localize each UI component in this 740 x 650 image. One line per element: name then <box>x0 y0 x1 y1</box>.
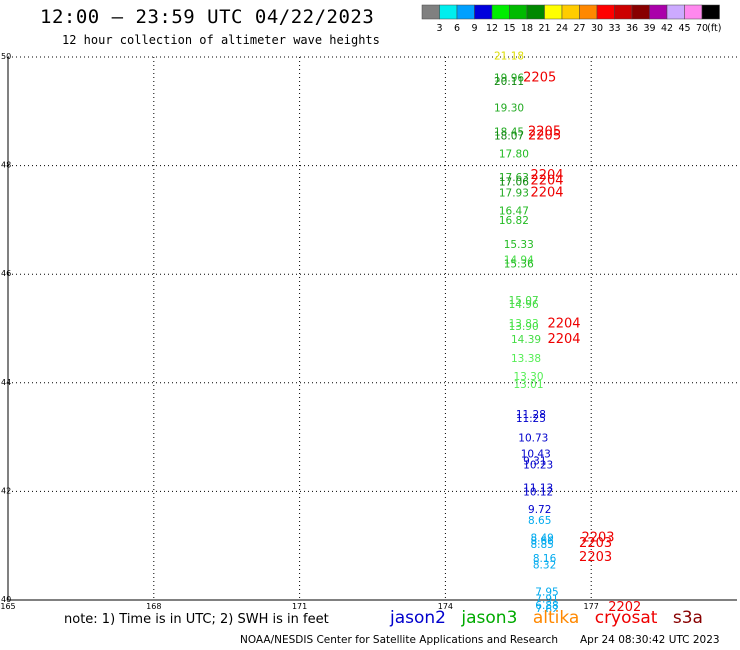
colorbar-tick-6: 6 <box>454 23 460 34</box>
pass-time-label-2203-8: 2203 <box>581 530 614 545</box>
color-scale-legend: 3 6 9 12 15 18 21 24 27 30 33 36 39 42 45 70 (ft) <box>421 4 722 34</box>
colorbar-tick-24: 24 <box>556 23 568 34</box>
satellite-s3a: s3a <box>672 608 703 628</box>
y-tick-label-50: 50 <box>1 52 11 61</box>
colorbar-tick-42: 42 <box>661 23 673 34</box>
colorbar-tick-70: 70 <box>696 23 708 34</box>
wave-height-label-13-01-22: 13.01 <box>513 379 543 391</box>
wave-height-label-13-38-20: 13.38 <box>511 353 541 365</box>
wave-height-label-17-93-9: 17.93 <box>499 188 529 200</box>
pass-time-label-2203-10: 2203 <box>579 550 612 565</box>
wave-height-label-14-39-19: 14.39 <box>511 334 541 346</box>
wave-height-label-17-06-8: 17.06 <box>499 177 529 189</box>
colorbar-tick-33: 33 <box>608 23 620 34</box>
pass-time-label-2204-3: 2204 <box>530 168 563 183</box>
wave-height-label-6-88-40: 6.88 <box>535 600 558 612</box>
colorbar-tick-27: 27 <box>573 23 585 34</box>
pass-time-label-2203-9: 2203 <box>579 536 612 551</box>
colorbar-tick-15: 15 <box>503 23 515 34</box>
colorbar-tick-45: 45 <box>678 23 690 34</box>
colorbar-swatch-max <box>701 4 720 20</box>
pass-time-label-2202-11: 2202 <box>608 600 641 612</box>
wave-height-label-11-28-23: 11.28 <box>516 409 546 421</box>
x-tick-label-177: 177 <box>584 602 599 611</box>
satellite-jason3: jason3 <box>461 608 518 628</box>
colorbar-tick-21: 21 <box>538 23 550 34</box>
wave-height-label-7-95-38: 7.95 <box>535 587 558 599</box>
wave-height-label-16-47-10: 16.47 <box>499 205 529 217</box>
wave-height-label-13-90-18: 13.90 <box>509 321 539 333</box>
wave-height-label-7-62-41: 7.62 <box>535 604 558 612</box>
wave-height-label-18-45-4: 18.45 <box>494 127 524 139</box>
wave-height-label-7-91-39: 7.91 <box>535 594 558 606</box>
wave-height-label-9-72-31: 9.72 <box>528 504 551 516</box>
credit-line: NOAA/NESDIS Center for Satellite Applica… <box>240 634 558 646</box>
colorbar-tick-18: 18 <box>521 23 533 34</box>
wave-height-label-8-49-33: 8.49 <box>530 532 553 544</box>
colorbar-unit: (ft) <box>707 23 721 34</box>
wave-height-label-15-33-12: 15.33 <box>504 239 534 251</box>
wave-height-label-10-12-30: 10.12 <box>523 487 553 499</box>
wave-height-label-16-82-11: 16.82 <box>499 215 529 227</box>
wave-height-label-20-11-2: 20.11 <box>494 76 524 88</box>
wave-height-label-10-43-26: 10.43 <box>521 449 551 461</box>
y-tick-label-40: 40 <box>1 595 11 604</box>
wave-height-label-15-07-15: 15.07 <box>509 295 539 307</box>
colorbar-tick-36: 36 <box>626 23 638 34</box>
colorbar-tick-9: 9 <box>471 23 477 34</box>
wave-height-label-13-30-21: 13.30 <box>513 371 543 383</box>
wave-height-label-8-32-37: 8.32 <box>533 560 556 572</box>
satellite-cryosat: cryosat <box>594 608 658 628</box>
x-tick-label-168: 168 <box>146 602 161 611</box>
generation-timestamp: Apr 24 08:30:42 UTC 2023 <box>580 634 720 646</box>
wave-height-label-17-80-6: 17.80 <box>499 148 529 160</box>
chart-subtitle: 12 hour collection of altimeter wave hei… <box>62 33 380 47</box>
pass-time-label-2204-4: 2204 <box>530 174 563 189</box>
wave-height-label-13-83-17: 13.83 <box>509 318 539 330</box>
y-tick-label-46: 46 <box>1 269 11 278</box>
pass-time-label-2205-1: 2205 <box>528 125 561 140</box>
x-tick-label-174: 174 <box>438 602 453 611</box>
colorbar-tick-12: 12 <box>486 23 498 34</box>
wave-height-label-15-36-14: 15.36 <box>504 259 534 271</box>
satellite-altika: altika <box>532 608 580 628</box>
wave-height-plot: 40 42 44 46 48 50 165 168 171 174 177 21.18 19.9620.… <box>0 51 737 612</box>
pass-time-label-2205-2: 2205 <box>528 129 561 144</box>
footer-note: note: 1) Time is in UTC; 2) SWH is in fe… <box>64 612 329 627</box>
wave-height-label-11-25-24: 11.25 <box>516 413 546 425</box>
wave-height-label-14-94-13: 14.94 <box>504 254 534 266</box>
wave-height-label-14-96-16: 14.96 <box>509 299 539 311</box>
x-tick-label-165: 165 <box>0 602 15 611</box>
chart-title: 12:00 — 23:59 UTC 04/22/2023 <box>40 6 375 28</box>
x-tick-label-171: 171 <box>292 602 307 611</box>
wave-height-label-8-85-35: 8.85 <box>530 539 553 551</box>
y-tick-label-42: 42 <box>1 486 11 495</box>
colorbar-tick-3: 3 <box>436 23 442 34</box>
pass-time-label-2204-7: 2204 <box>547 332 580 347</box>
satellite-jason2: jason2 <box>390 608 446 628</box>
satellite-legend: jason2 jason3 altika cryosat s3a <box>390 608 713 628</box>
wave-height-label-11-13-29: 11.13 <box>523 482 553 494</box>
wave-height-label-18-07-5: 18.07 <box>494 131 524 143</box>
wave-height-label-8-66-34: 8.66 <box>530 536 554 548</box>
colorbar-tick-39: 39 <box>643 23 655 34</box>
wave-height-label-8-65-32: 8.65 <box>528 515 551 527</box>
y-tick-label-44: 44 <box>1 378 11 387</box>
wave-height-label-19-96-1: 19.96 <box>494 72 524 84</box>
wave-height-label-9-31-27: 9.31 <box>523 455 546 467</box>
wave-height-label-21-18-0: 21.18 <box>494 51 524 63</box>
pass-time-label-2204-6: 2204 <box>547 316 580 331</box>
wave-height-label-10-23-28: 10.23 <box>523 460 553 472</box>
wave-height-label-19-30-3: 19.30 <box>494 102 524 114</box>
pass-time-label-2204-5: 2204 <box>530 186 563 201</box>
wave-height-label-17-63-7: 17.63 <box>499 172 529 184</box>
pass-time-label-2205-0: 2205 <box>523 70 556 85</box>
wave-height-label-8-16-36: 8.16 <box>533 553 557 565</box>
y-tick-label-48: 48 <box>1 161 11 170</box>
colorbar-tick-30: 30 <box>591 23 603 34</box>
wave-height-label-10-73-25: 10.73 <box>518 432 548 444</box>
